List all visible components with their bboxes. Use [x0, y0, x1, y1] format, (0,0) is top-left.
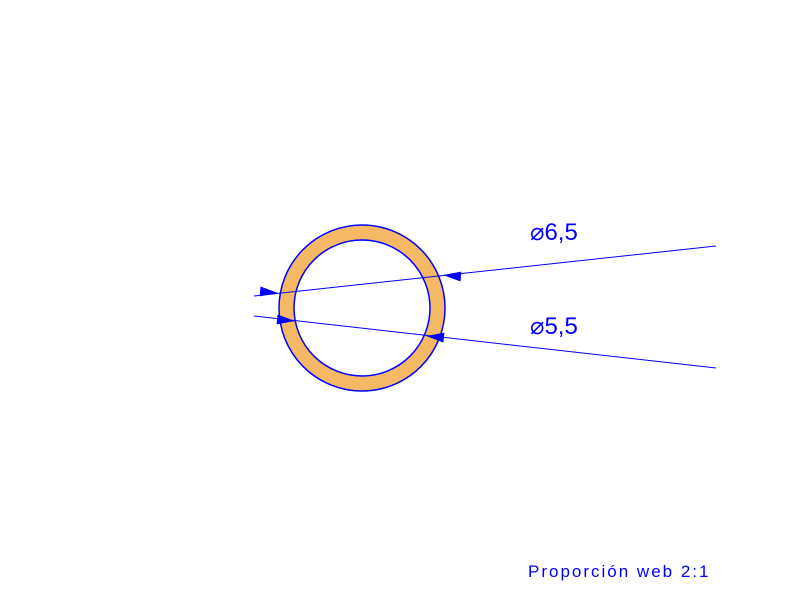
ring-shape: [279, 225, 445, 391]
dimension-outer-arrow-left: [260, 286, 278, 296]
outer-diameter-label: ⌀6,5: [530, 218, 578, 247]
technical-drawing-svg: [0, 0, 800, 600]
dimension-outer-arrow-right: [443, 272, 461, 282]
scale-proportion-label: Proporción web 2:1: [528, 562, 710, 582]
inner-circle: [294, 240, 430, 376]
inner-diameter-label: ⌀5,5: [530, 312, 578, 341]
